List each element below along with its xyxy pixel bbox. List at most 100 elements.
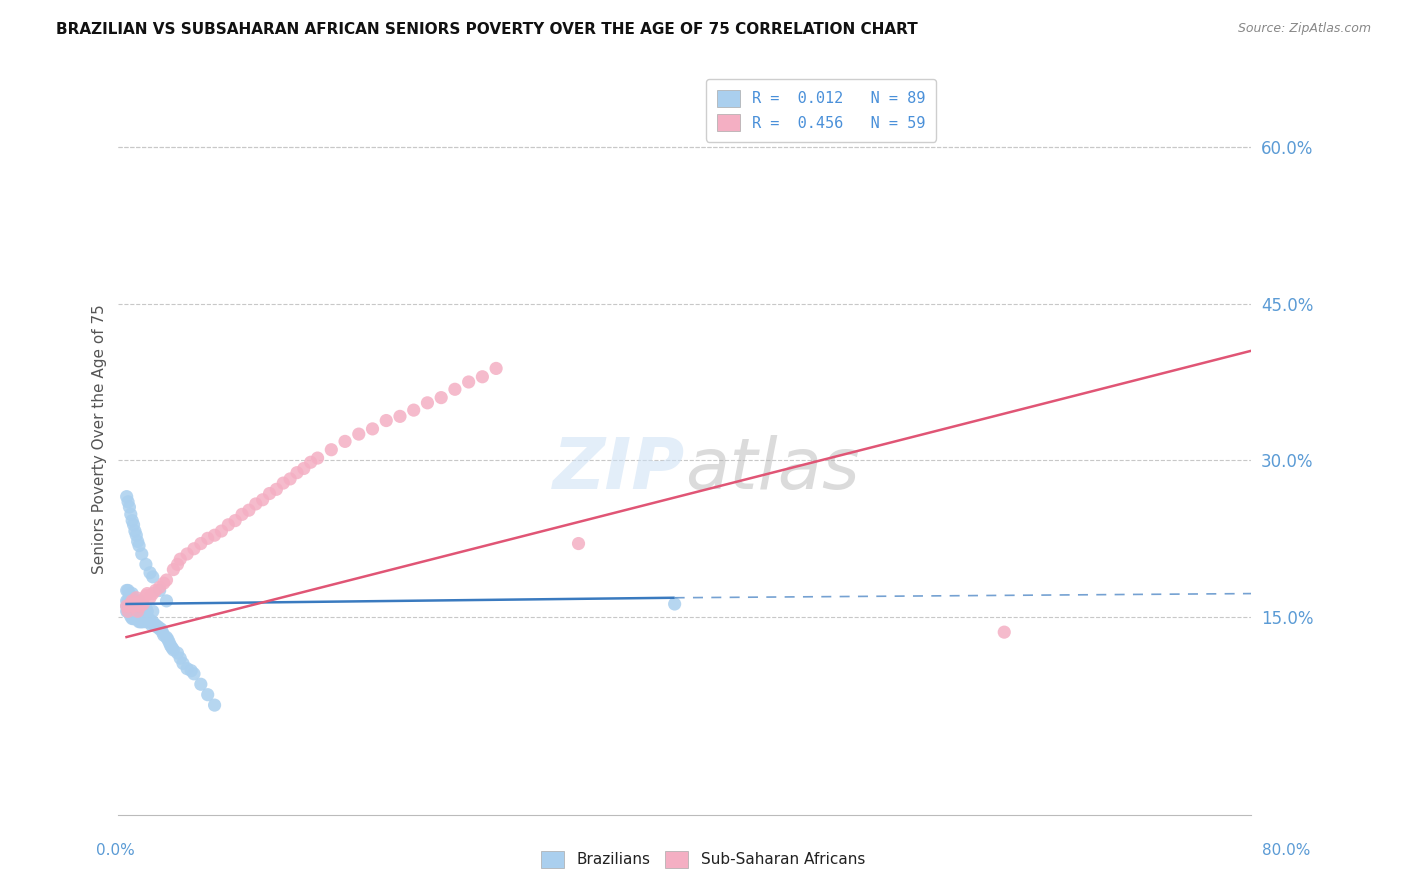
Point — [444, 382, 467, 396]
Point — [567, 536, 589, 550]
Text: ZIP: ZIP — [553, 434, 685, 504]
Point — [115, 604, 138, 618]
Point — [993, 625, 1015, 640]
Point — [124, 611, 146, 625]
Point — [148, 620, 170, 634]
Point — [117, 583, 139, 598]
Point — [285, 466, 308, 480]
Point — [155, 573, 177, 587]
Point — [129, 601, 152, 615]
Point — [131, 594, 153, 608]
Point — [307, 451, 329, 466]
Point — [266, 483, 288, 497]
Point — [139, 615, 162, 629]
Point — [135, 615, 157, 629]
Point — [120, 589, 142, 603]
Point — [204, 528, 226, 542]
Point — [129, 615, 152, 629]
Point — [416, 396, 439, 410]
Point — [169, 552, 191, 566]
Point — [183, 666, 205, 681]
Point — [142, 586, 165, 600]
Point — [155, 631, 177, 645]
Point — [430, 391, 453, 405]
Point — [142, 570, 165, 584]
Point — [166, 558, 188, 572]
Point — [118, 594, 141, 608]
Point — [128, 604, 150, 618]
Point — [131, 547, 153, 561]
Point — [159, 639, 181, 653]
Point — [117, 594, 139, 608]
Point — [162, 643, 184, 657]
Point — [217, 517, 239, 532]
Point — [145, 583, 167, 598]
Point — [122, 517, 145, 532]
Point — [156, 632, 179, 647]
Point — [209, 524, 232, 538]
Legend: R =  0.012   N = 89, R =  0.456   N = 59: R = 0.012 N = 89, R = 0.456 N = 59 — [706, 79, 936, 142]
Point — [471, 369, 494, 384]
Point — [117, 599, 139, 613]
Point — [124, 604, 146, 618]
Point — [142, 615, 165, 629]
Point — [121, 586, 143, 600]
Point — [115, 594, 138, 608]
Point — [115, 583, 138, 598]
Point — [122, 611, 145, 625]
Point — [190, 677, 212, 691]
Point — [361, 422, 384, 436]
Point — [190, 536, 212, 550]
Point — [124, 524, 146, 538]
Point — [388, 409, 411, 424]
Point — [176, 547, 198, 561]
Point — [120, 508, 142, 522]
Point — [169, 651, 191, 665]
Point — [127, 604, 149, 618]
Point — [120, 601, 142, 615]
Point — [136, 604, 159, 618]
Point — [142, 604, 165, 618]
Point — [115, 490, 138, 504]
Point — [166, 646, 188, 660]
Point — [197, 688, 219, 702]
Point — [292, 461, 315, 475]
Point — [131, 599, 153, 613]
Point — [115, 599, 138, 613]
Point — [125, 594, 148, 608]
Point — [135, 589, 157, 603]
Point — [149, 622, 172, 636]
Point — [125, 528, 148, 542]
Text: atlas: atlas — [685, 434, 859, 504]
Point — [271, 476, 294, 491]
Point — [138, 611, 160, 625]
Point — [172, 657, 194, 671]
Point — [321, 442, 343, 457]
Point — [118, 604, 141, 618]
Point — [121, 597, 143, 611]
Point — [118, 599, 141, 613]
Point — [120, 597, 142, 611]
Point — [125, 611, 148, 625]
Point — [157, 635, 180, 649]
Point — [299, 455, 322, 469]
Point — [180, 664, 202, 678]
Point — [224, 514, 246, 528]
Point — [117, 495, 139, 509]
Point — [121, 611, 143, 625]
Point — [125, 591, 148, 605]
Point — [149, 583, 172, 598]
Point — [134, 611, 156, 625]
Point — [120, 609, 142, 624]
Point — [117, 604, 139, 618]
Legend: Brazilians, Sub-Saharan Africans: Brazilians, Sub-Saharan Africans — [534, 845, 872, 873]
Point — [132, 615, 155, 629]
Point — [160, 640, 183, 655]
Point — [197, 532, 219, 546]
Point — [162, 563, 184, 577]
Point — [136, 586, 159, 600]
Point — [375, 413, 398, 427]
Point — [183, 541, 205, 556]
Point — [121, 604, 143, 618]
Point — [118, 500, 141, 514]
